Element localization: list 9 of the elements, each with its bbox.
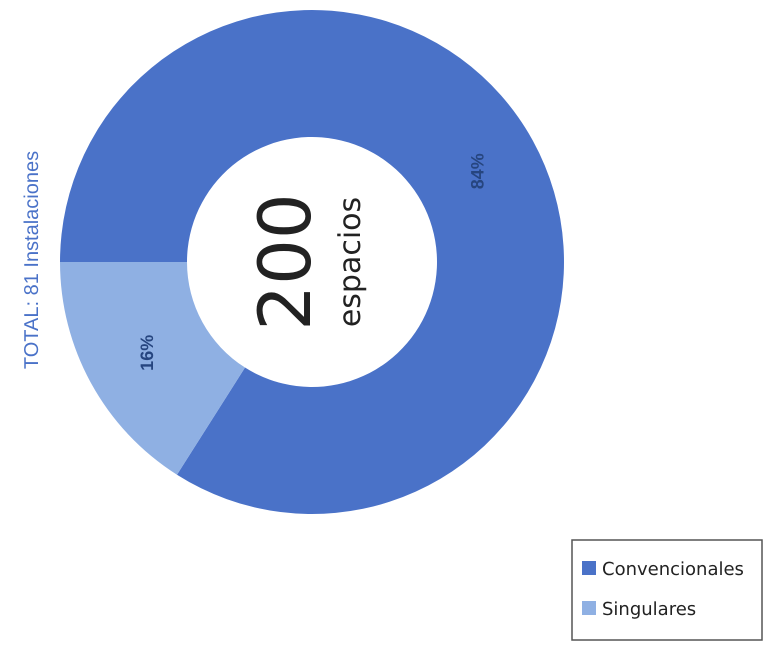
- text: espacios: [333, 196, 368, 328]
- data-label: 16%: [137, 334, 158, 371]
- legend-label: Singulares: [602, 599, 696, 620]
- text: 200: [243, 193, 327, 331]
- legend-label: Convencionales: [602, 559, 744, 580]
- donut-slice: [60, 262, 246, 475]
- text: TOTAL: 81 Instalaciones: [21, 150, 43, 370]
- donut-slice: [60, 10, 564, 514]
- data-label: 84%: [467, 153, 488, 190]
